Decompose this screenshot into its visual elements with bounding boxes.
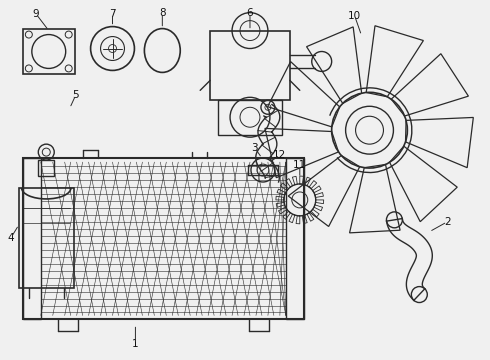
Text: 4: 4 bbox=[7, 233, 14, 243]
Text: 6: 6 bbox=[246, 8, 253, 18]
Text: 7: 7 bbox=[109, 9, 116, 19]
Bar bbox=[19, 188, 74, 288]
Text: 3: 3 bbox=[252, 143, 258, 153]
Text: 9: 9 bbox=[32, 9, 39, 19]
Text: 5: 5 bbox=[73, 90, 79, 100]
Bar bbox=[218, 100, 282, 135]
Bar bbox=[38, 160, 54, 176]
Bar bbox=[23, 158, 41, 319]
Bar bbox=[286, 158, 304, 319]
Bar bbox=[23, 158, 304, 319]
Bar bbox=[23, 28, 74, 75]
Text: 10: 10 bbox=[348, 11, 361, 21]
Bar bbox=[210, 31, 290, 100]
Text: 11: 11 bbox=[293, 160, 306, 170]
Text: 8: 8 bbox=[159, 8, 166, 18]
Text: 12: 12 bbox=[273, 150, 287, 160]
Text: 1: 1 bbox=[132, 339, 139, 349]
Text: 2: 2 bbox=[444, 217, 450, 227]
